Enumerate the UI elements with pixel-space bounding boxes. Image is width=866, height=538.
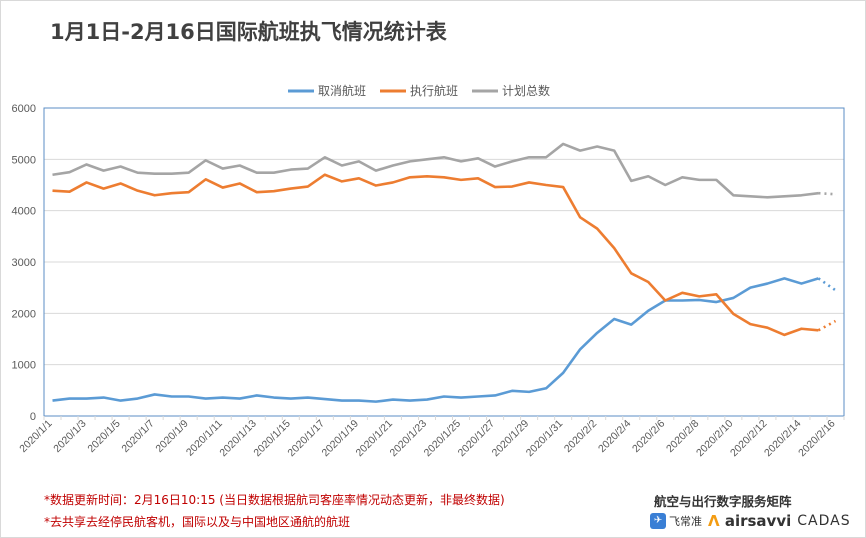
feichangzhun-logo: ✈ 飞常准 [650,513,702,529]
x-tick-label: 2020/1/1 [17,418,54,455]
y-tick-label: 3000 [12,257,36,269]
cadas-logo: CADAS [797,513,851,529]
y-tick-label: 1000 [12,360,36,372]
legend-label: 取消航班 [318,83,366,98]
x-tick-label: 2020/1/3 [51,418,88,455]
airsavvi-logo: Λ airsavvi [708,512,792,530]
series-forecast-segment-1 [817,319,837,332]
x-tick-label: 2020/2/16 [796,418,838,460]
scope-note: *去共享去经停民航客机，国际以及与中国地区通航的航班 [44,515,351,529]
chart-title: 1月1日-2月16日国际航班执飞情况统计表 [50,20,447,44]
update-note: *数据更新时间：2月16日10:15 (当日数据根据航司客座率情况动态更新，非最… [44,493,505,507]
series-line-2 [52,142,819,199]
series-forecast-segment-0 [817,277,837,292]
x-tick-label: 2020/1/7 [119,418,156,455]
feichangzhun-label: 飞常准 [669,515,702,528]
x-tick-label: 2020/1/31 [524,418,566,460]
x-tick-label: 2020/2/4 [596,418,633,455]
x-tick-label: 2020/2/6 [630,418,667,455]
y-tick-label: 4000 [12,206,36,218]
legend-label: 执行航班 [410,83,458,98]
series-line-0 [52,277,819,403]
y-tick-label: 2000 [12,308,36,320]
brand-tagline: 航空与出行数字服务矩阵 [654,494,792,509]
legend-label: 计划总数 [502,83,550,98]
series-forecast-segment-2 [818,191,836,196]
x-tick-label: 2020/1/5 [85,418,122,455]
airsavvi-label: airsavvi [724,512,792,530]
x-tick-label: 2020/2/2 [562,418,599,455]
y-tick-label: 6000 [12,103,36,115]
series-line-1 [52,173,819,337]
y-tick-label: 5000 [12,154,36,166]
brand-logos: ✈ 飞常准 Λ airsavvi CADAS [650,512,851,530]
plane-icon: ✈ [650,513,666,529]
y-tick-label: 0 [30,411,36,423]
line-chart: 01000200030004000500060002020/1/12020/1/… [12,83,845,460]
plot-area-border [43,107,845,417]
